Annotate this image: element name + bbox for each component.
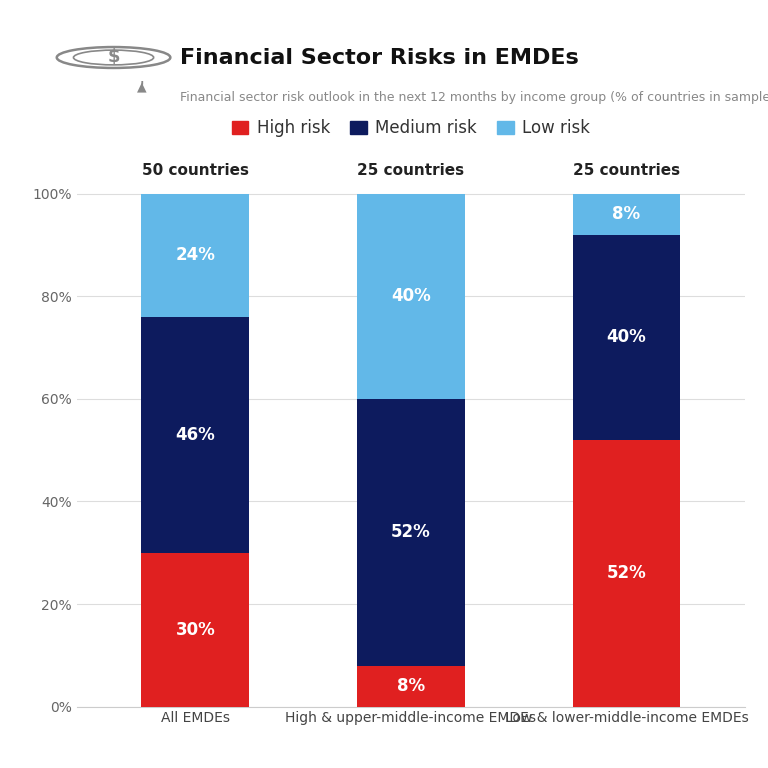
Bar bbox=[357, 399, 465, 666]
Text: 25 countries: 25 countries bbox=[357, 164, 465, 178]
Text: 25 countries: 25 countries bbox=[573, 164, 680, 178]
Text: 40%: 40% bbox=[391, 287, 431, 306]
Text: 52%: 52% bbox=[607, 564, 647, 582]
Bar bbox=[141, 553, 250, 707]
Bar bbox=[141, 317, 250, 553]
Bar bbox=[572, 440, 680, 707]
Text: 50 countries: 50 countries bbox=[142, 164, 249, 178]
Bar bbox=[357, 666, 465, 707]
Text: 40%: 40% bbox=[607, 329, 647, 346]
Bar bbox=[357, 194, 465, 399]
Bar bbox=[572, 194, 680, 235]
Text: 8%: 8% bbox=[397, 677, 425, 695]
Text: ▲: ▲ bbox=[137, 81, 147, 94]
Legend: High risk, Medium risk, Low risk: High risk, Medium risk, Low risk bbox=[225, 113, 597, 144]
Text: $: $ bbox=[108, 48, 120, 67]
Bar bbox=[572, 235, 680, 440]
Text: 52%: 52% bbox=[391, 523, 431, 541]
Text: 24%: 24% bbox=[175, 247, 215, 264]
Text: Financial Sector Risks in EMDEs: Financial Sector Risks in EMDEs bbox=[180, 48, 579, 68]
Bar bbox=[141, 194, 250, 317]
Text: Financial sector risk outlook in the next 12 months by income group (% of countr: Financial sector risk outlook in the nex… bbox=[180, 91, 768, 104]
Text: 8%: 8% bbox=[612, 205, 641, 223]
Text: 46%: 46% bbox=[175, 425, 215, 444]
Text: !: ! bbox=[140, 81, 144, 91]
Text: 30%: 30% bbox=[175, 621, 215, 639]
